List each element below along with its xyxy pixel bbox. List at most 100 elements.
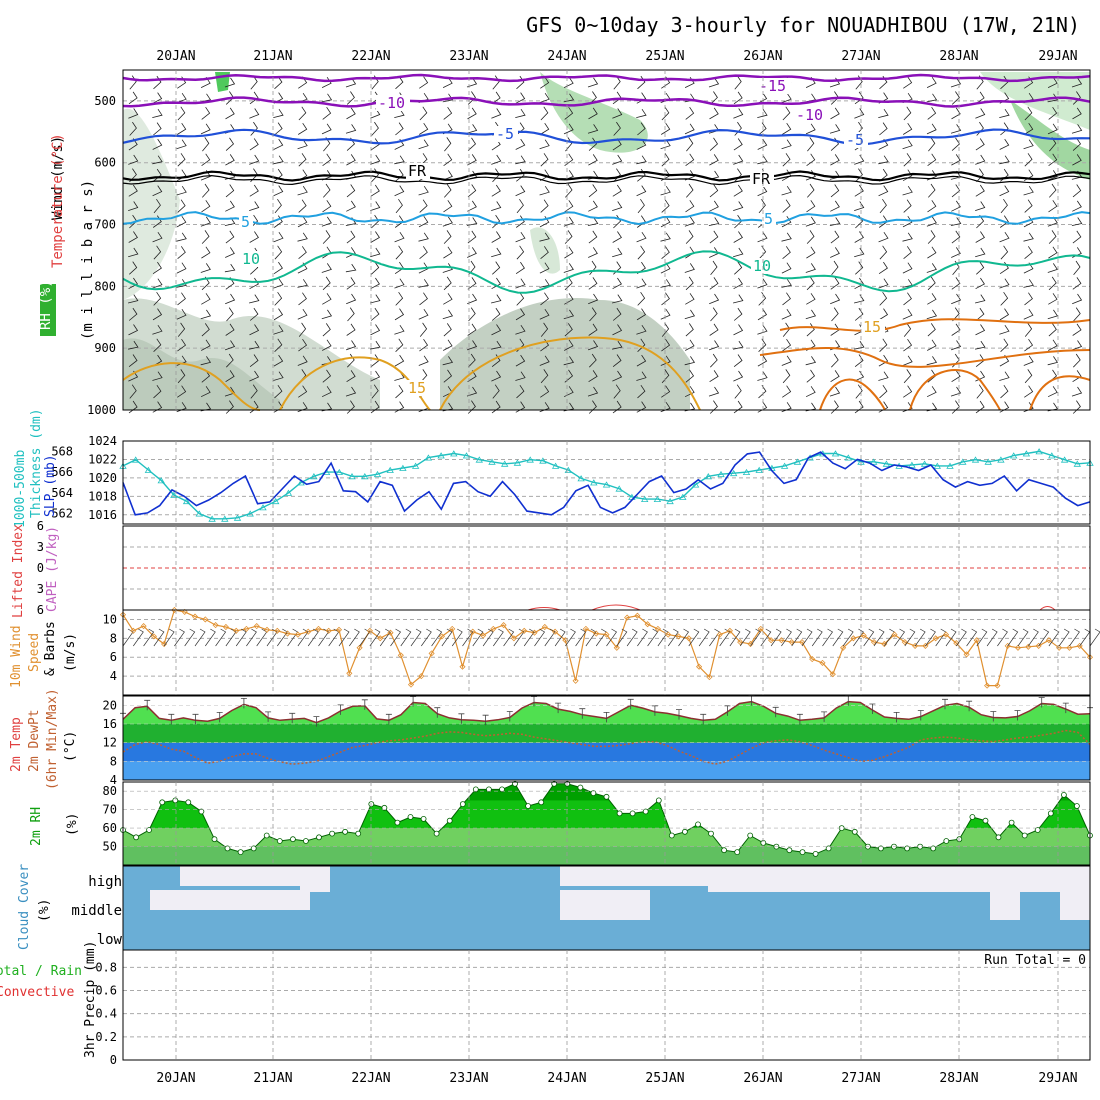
wind-barb	[757, 92, 768, 104]
wind-speed-point	[963, 651, 970, 658]
wind-barb	[491, 294, 502, 304]
wind-barb	[710, 307, 718, 322]
wind-barb	[1024, 338, 1034, 352]
wind-barb	[443, 339, 453, 351]
wind-barb	[297, 355, 308, 366]
wind-barb	[539, 122, 550, 135]
wind-barb	[684, 263, 695, 273]
wind-barb	[515, 185, 526, 197]
wind-barb	[926, 386, 937, 398]
precip-tick: 0.8	[95, 960, 117, 974]
wind-barb	[249, 108, 260, 119]
wind-barb	[443, 230, 452, 244]
wind-barb	[491, 370, 502, 382]
cloud-clear	[990, 890, 1020, 920]
wind-barb	[274, 198, 282, 214]
wind-barb	[805, 263, 816, 273]
contour-label-bg	[406, 163, 430, 179]
contour-label-bg	[494, 126, 518, 142]
thickness-point	[742, 468, 751, 475]
wind-barb	[201, 323, 210, 337]
thickness-point	[615, 485, 623, 492]
wind-barb	[539, 92, 550, 103]
wind-barb	[661, 385, 671, 398]
wind-barb	[709, 230, 719, 244]
wind10m-barb	[472, 628, 484, 647]
wind-barb	[976, 261, 985, 275]
precip-tick: 0.2	[95, 1030, 117, 1044]
wind-barb	[491, 340, 502, 350]
wind-barb	[951, 107, 961, 120]
wind-barb	[540, 385, 550, 398]
wind-barb	[128, 354, 138, 368]
wind-barb	[830, 400, 839, 414]
wind-barb	[878, 308, 889, 321]
wind-speed-point	[428, 650, 435, 657]
thickness-point	[144, 466, 153, 473]
wind10m-barb	[184, 628, 196, 647]
wind-barb	[709, 293, 720, 305]
wind-barb	[612, 184, 622, 197]
wind-speed-point	[541, 623, 548, 631]
wind-barb	[346, 230, 356, 244]
wind-barb	[395, 384, 404, 399]
wind-barb	[733, 307, 743, 321]
wind-barb	[733, 184, 743, 197]
wind-barb	[587, 217, 599, 226]
wind-barb	[636, 185, 647, 197]
wind-barb	[516, 291, 525, 306]
thickness-point	[1048, 452, 1056, 459]
contour-label: 15	[408, 379, 426, 397]
rh-point	[851, 828, 858, 835]
thickness-point	[450, 450, 458, 457]
temp-minmax-bar	[458, 713, 465, 724]
wind-barb	[224, 217, 236, 226]
wind-speed-point	[726, 627, 733, 634]
wind10m-barb	[503, 628, 515, 647]
wind-barb	[394, 278, 405, 289]
wind-barb	[927, 200, 937, 213]
rh-point	[381, 804, 388, 811]
rh-point	[224, 845, 231, 852]
wind-barb	[346, 323, 356, 336]
wind-barb	[370, 277, 380, 290]
thickness-frame	[122, 440, 1091, 525]
wind-barb	[878, 185, 889, 197]
wind-barb	[563, 123, 574, 135]
wind-barb	[442, 356, 454, 366]
wind10m-barb	[863, 628, 875, 647]
wind-barb	[999, 108, 1010, 118]
wind10m-barb	[266, 628, 278, 647]
wind-barb	[249, 231, 259, 243]
wind-barb	[854, 184, 864, 197]
wind-barb	[128, 307, 138, 321]
wind-barb	[176, 169, 187, 182]
wind-speed-point	[490, 625, 497, 632]
wind-label: Wind (m/s)	[50, 136, 66, 220]
thickness-tick: 568	[51, 444, 73, 458]
wind10m-barb	[421, 628, 432, 647]
wind-barb	[950, 340, 962, 351]
thickness-point	[284, 489, 293, 496]
wind-barb	[177, 385, 187, 398]
top-day-label: 28JAN	[939, 49, 978, 64]
wind10m-barb	[637, 628, 648, 647]
wind-barb	[661, 369, 670, 384]
wind-speed-point	[768, 637, 775, 644]
wind-barb	[395, 122, 404, 136]
wind-barb	[371, 384, 379, 399]
wind10m-barb	[719, 628, 731, 647]
wind-barb	[903, 153, 912, 167]
wind-barb	[999, 155, 1010, 165]
wind-barb	[491, 231, 501, 243]
wind-barb	[951, 293, 962, 305]
wind-barb	[152, 261, 162, 275]
wind-speed-point	[562, 637, 569, 644]
wind-barb	[975, 307, 985, 321]
temp-minmax-bar	[651, 705, 658, 716]
wind-barb	[950, 217, 962, 226]
wind-speed-point	[1076, 642, 1083, 649]
wind-barb	[976, 168, 984, 183]
temp2m-panel: 20 16 12 8 4	[103, 695, 1093, 787]
wind-barb	[855, 261, 864, 275]
